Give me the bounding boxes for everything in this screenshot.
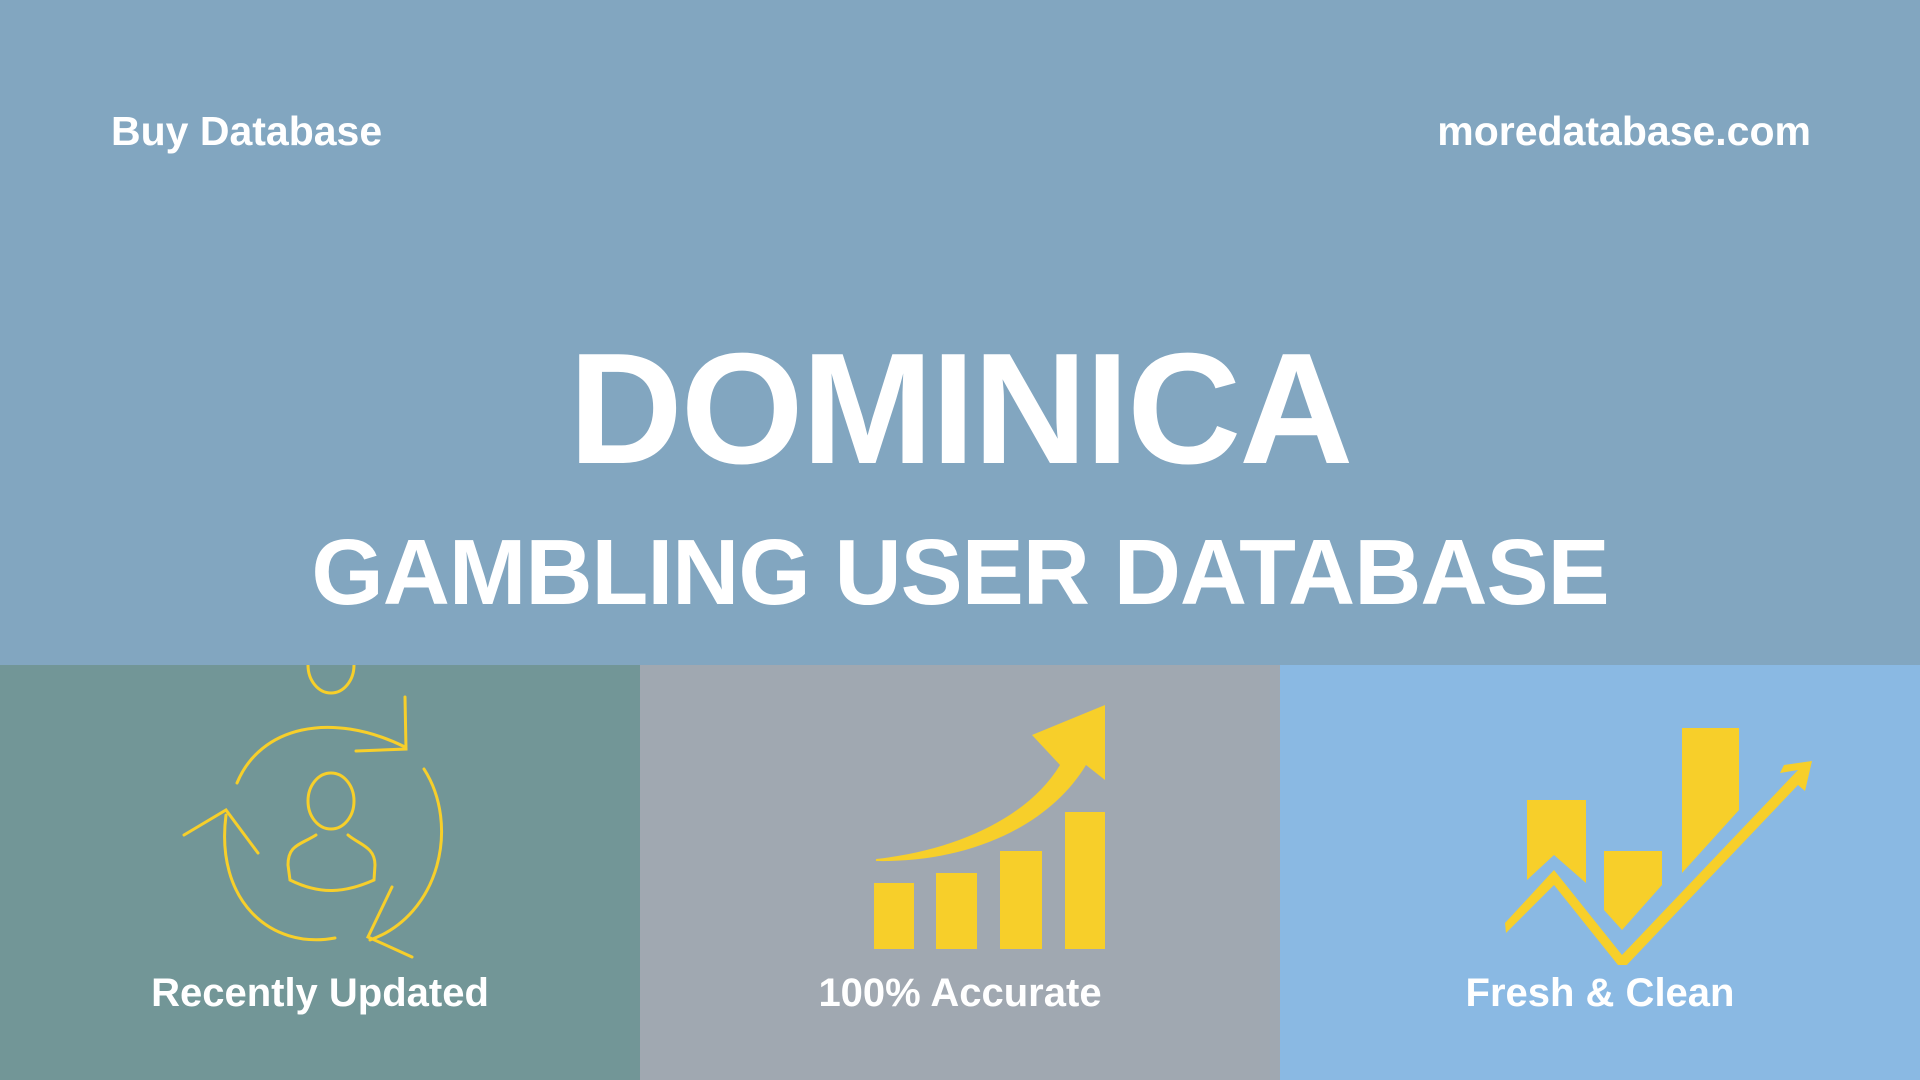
- feature-label: 100% Accurate: [818, 971, 1102, 1015]
- feature-accurate: 100% Accurate: [640, 665, 1280, 1080]
- refresh-user-icon: [182, 665, 444, 959]
- feature-fresh-clean: Fresh & Clean: [1280, 665, 1920, 1080]
- trend-bar-chart-icon: [1505, 728, 1812, 965]
- feature-recently-updated: Recently Updated: [0, 665, 640, 1080]
- feature-label: Fresh & Clean: [1465, 971, 1735, 1015]
- feature-label: Recently Updated: [151, 971, 489, 1015]
- page-title: DOMINICA: [568, 321, 1354, 497]
- buy-database-link: Buy Database: [111, 108, 383, 154]
- website-url: moredatabase.com: [1437, 108, 1811, 154]
- growth-bar-chart-icon: [874, 705, 1105, 949]
- page-subtitle: GAMBLING USER DATABASE: [311, 520, 1609, 624]
